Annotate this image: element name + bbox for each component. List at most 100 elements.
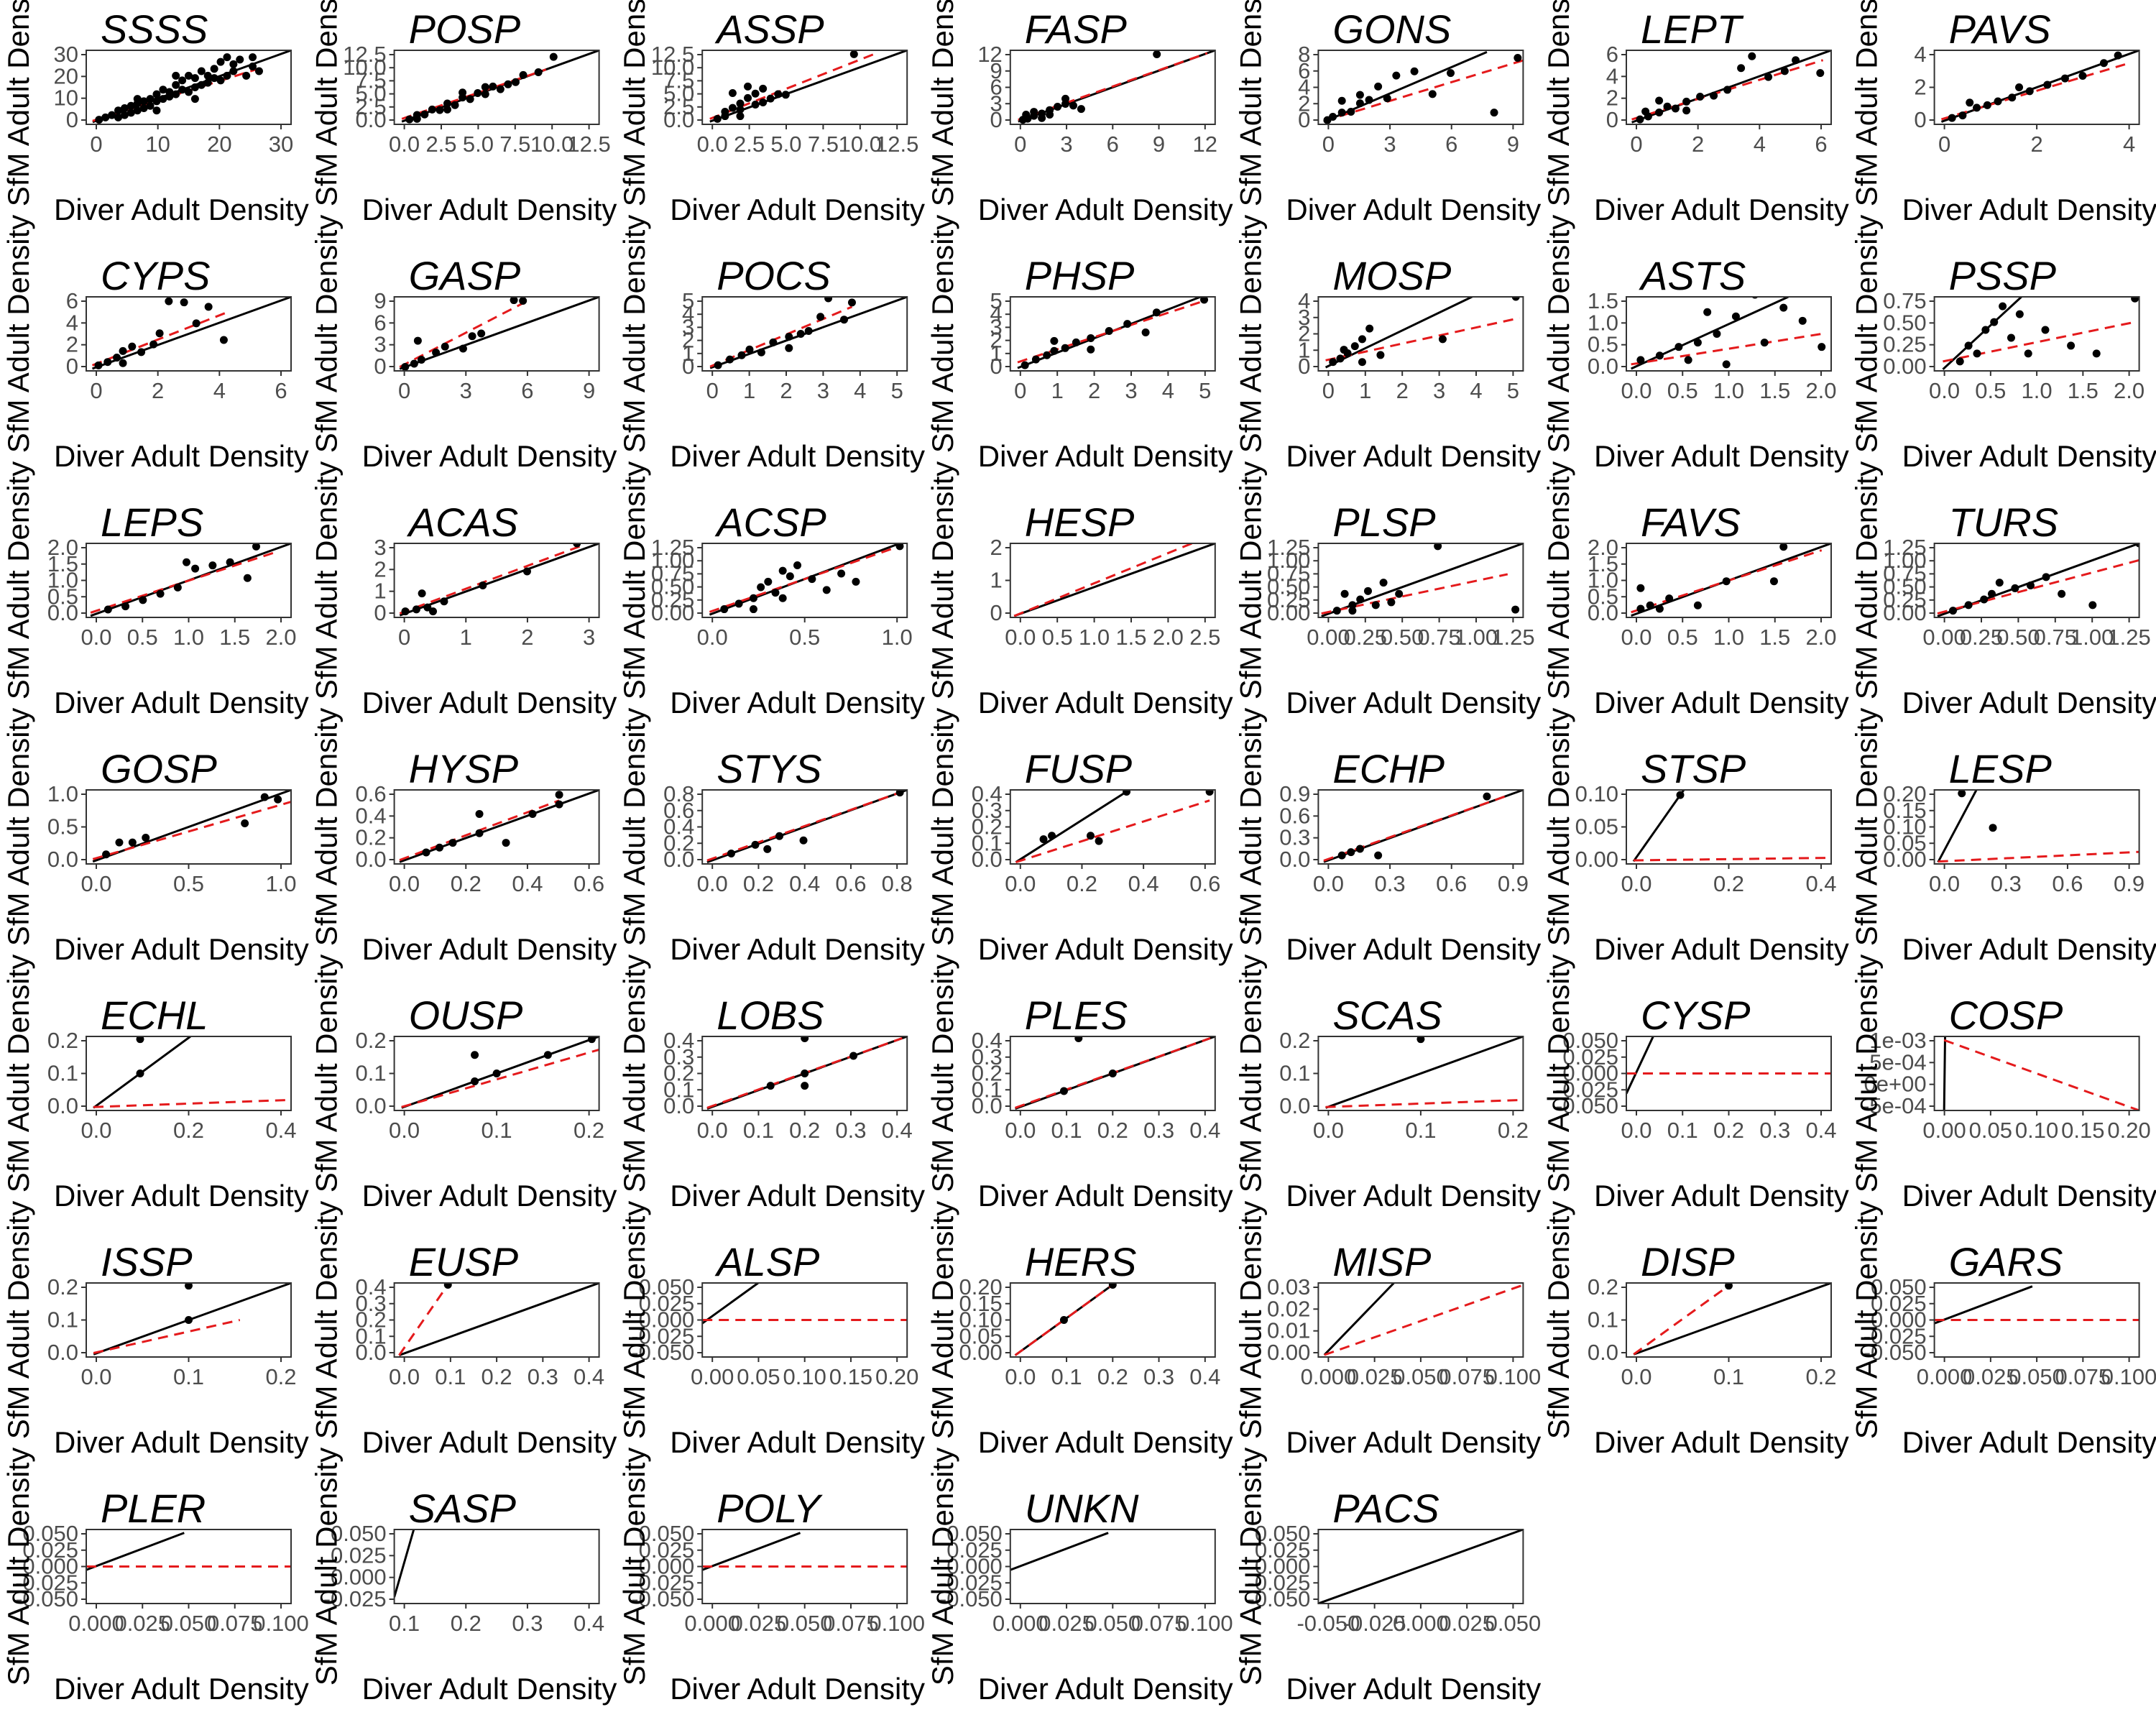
- data-point: [519, 297, 528, 305]
- data-point: [774, 90, 783, 98]
- y-tick-label: 0.0: [972, 1093, 1003, 1118]
- y-tick-label: 0.4: [972, 781, 1003, 806]
- y-tick-label: 0.05: [1883, 830, 1926, 855]
- y-axis-label: SfM Adult Density: [1, 708, 35, 946]
- one-to-one-line: [1325, 1036, 1524, 1109]
- one-to-one-line: [394, 1530, 415, 1598]
- data-point: [1358, 358, 1366, 367]
- y-tick-label: 5.0: [355, 81, 386, 106]
- data-point: [1039, 835, 1048, 844]
- x-axis-label: Diver Adult Density: [362, 439, 617, 473]
- y-tick-label: 6: [66, 288, 78, 313]
- data-point: [190, 83, 199, 91]
- data-point: [443, 1283, 452, 1289]
- plot-area: [1937, 790, 2139, 863]
- x-axis-label: Diver Adult Density: [1902, 1179, 2156, 1213]
- data-point: [799, 836, 808, 845]
- y-tick-label: 0.05: [1575, 814, 1618, 840]
- data-point: [95, 116, 103, 124]
- plot-area: [1323, 790, 1524, 863]
- x-tick-label: 5: [891, 378, 903, 403]
- x-tick-label: 0.4: [1189, 1364, 1220, 1389]
- regression-line: [1013, 543, 1193, 617]
- x-axis-label: Diver Adult Density: [670, 1179, 925, 1213]
- data-point: [139, 97, 148, 106]
- y-tick-label: 0.000: [639, 1554, 695, 1579]
- x-axis-label: Diver Adult Density: [1902, 932, 2156, 966]
- x-tick-label: 1.5: [2068, 378, 2099, 403]
- data-point: [223, 53, 231, 62]
- x-tick-label: 0.2: [1805, 1364, 1836, 1389]
- x-axis-label: Diver Adult Density: [1594, 1179, 1849, 1213]
- data-point: [2025, 87, 2034, 96]
- x-tick-label: 0.0: [697, 871, 728, 896]
- y-tick-label: 0.00: [1883, 600, 1926, 625]
- facet-panel-pavs: PAVS 0 2 4 0 2 4 Diver Adult Density SfM Adult D…: [1850, 0, 2156, 226]
- plot-area: [1940, 50, 2139, 123]
- data-point: [1069, 101, 1077, 110]
- y-tick-label: 0.025: [331, 1542, 387, 1568]
- x-tick-label: -0.050: [1296, 1611, 1360, 1636]
- y-tick-label: 0.0: [355, 1093, 386, 1118]
- y-tick-label: 0.000: [1871, 1307, 1927, 1333]
- facet-title: ACSP: [714, 500, 826, 545]
- data-point: [159, 95, 167, 104]
- y-tick-label: -0.050: [15, 1586, 78, 1611]
- data-point: [1365, 324, 1374, 333]
- y-tick-label: 0.2: [47, 1274, 78, 1300]
- data-point: [1095, 837, 1103, 845]
- x-tick-label: 7.5: [808, 132, 839, 157]
- y-tick-label: -0.050: [1864, 1340, 1927, 1365]
- plot-area: [1015, 790, 1214, 863]
- y-tick-label: 0.5: [1588, 332, 1618, 357]
- facet-panel-alsp: ALSP 0.00 0.05 0.10 0.15 0.20 -0.050-0.0250.00…: [617, 1201, 925, 1459]
- data-point: [1340, 589, 1349, 598]
- data-point: [459, 344, 467, 353]
- y-tick-label: 12.5: [651, 42, 694, 67]
- plot-area: [92, 790, 291, 863]
- data-point: [113, 354, 121, 362]
- x-tick-label: 0.000: [1301, 1364, 1357, 1389]
- plot-area: [90, 543, 291, 617]
- y-tick-label: 12: [977, 42, 1002, 67]
- facet-panel-cosp: COSP 0.00 0.05 0.10 0.15 0.20 -5e-040e+005e-04…: [1850, 954, 2156, 1213]
- data-point: [1030, 108, 1038, 116]
- data-point: [102, 850, 111, 859]
- x-tick-label: 0: [90, 132, 102, 157]
- x-tick-label: 6: [1107, 132, 1119, 157]
- regression-line: [1943, 1039, 2139, 1110]
- data-point: [1723, 86, 1732, 94]
- data-point: [573, 543, 581, 548]
- x-tick-label: 4: [213, 378, 226, 403]
- x-tick-label: 0.4: [789, 871, 820, 896]
- x-tick-label: 0.2: [1713, 871, 1744, 896]
- facet-panel-lesp: LESP 0.0 0.3 0.6 0.9 0.000.050.100.150.20 Dive…: [1850, 708, 2156, 966]
- data-point: [1205, 790, 1214, 796]
- y-tick-label: 1.25: [651, 535, 694, 560]
- data-point: [139, 104, 148, 112]
- facet-panel-hers: HERS 0.0 0.1 0.2 0.3 0.4 0.000.050.100.150.20 D…: [926, 1201, 1233, 1459]
- data-point: [895, 790, 904, 797]
- y-tick-label: 12.5: [343, 42, 386, 67]
- x-tick-label: 6: [521, 378, 533, 403]
- x-axis-label: Diver Adult Density: [1286, 1672, 1541, 1706]
- x-tick-label: 2: [1692, 132, 1704, 157]
- data-point: [822, 586, 831, 594]
- panel-frame: [86, 50, 292, 125]
- facet-title: ASTS: [1639, 253, 1746, 298]
- x-axis-label: Diver Adult Density: [1902, 439, 2156, 473]
- data-point: [185, 1316, 193, 1324]
- x-tick-label: 0.1: [1051, 1118, 1082, 1143]
- y-axis-label: SfM Adult Density: [1542, 0, 1575, 206]
- y-tick-label: 10.0: [651, 55, 694, 80]
- x-tick-label: 0.0: [80, 1118, 111, 1143]
- y-tick-label: 0.0: [663, 847, 694, 872]
- y-tick-label: 0.050: [1562, 1028, 1618, 1053]
- y-tick-label: 2: [1298, 91, 1310, 116]
- y-axis-label: SfM Adult Density: [1542, 1201, 1575, 1439]
- plot-area: [93, 1283, 291, 1356]
- x-tick-label: 0.50: [1996, 625, 2040, 650]
